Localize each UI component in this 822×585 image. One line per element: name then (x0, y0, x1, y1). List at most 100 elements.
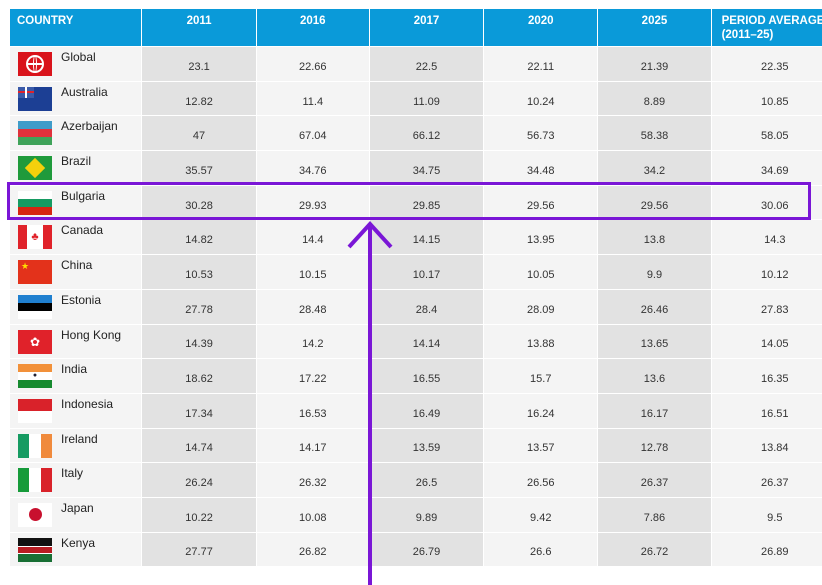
value-2016: 10.08 (256, 497, 369, 532)
value-period-average: 26.89 (711, 532, 822, 567)
value-2017: 10.17 (369, 255, 484, 289)
value-2017: 66.12 (369, 116, 484, 151)
value-2020: 13.95 (484, 220, 598, 255)
value-2025: 13.65 (598, 324, 711, 359)
country-name: Canada (61, 223, 104, 238)
country-name: Azerbaijan (61, 119, 118, 134)
value-2016: 34.76 (256, 151, 369, 185)
value-2011: 10.53 (142, 255, 256, 289)
value-2016: 22.66 (256, 47, 369, 81)
country-name: Japan (61, 500, 94, 515)
table-row-indonesia: Indonesia 17.34 16.53 16.49 16.24 16.17 16.51 (10, 393, 822, 428)
country-cell: ● India (10, 359, 142, 393)
table-row-kenya: Kenya 27.77 26.82 26.79 26.6 26.72 26.89 (10, 532, 822, 567)
value-2011: 14.74 (142, 428, 256, 463)
country-cell: Ireland (10, 428, 142, 463)
table-row-estonia: Estonia 27.78 28.48 28.4 28.09 26.46 27.83 (10, 289, 822, 324)
value-2016: 26.82 (256, 532, 369, 567)
value-2017: 28.4 (369, 289, 484, 324)
header-country: COUNTRY (10, 9, 142, 46)
value-2016: 11.4 (256, 81, 369, 116)
value-2011: 23.1 (142, 47, 256, 81)
country-name: Italy (61, 466, 84, 481)
table-row-bulgaria: Bulgaria 30.28 29.93 29.85 29.56 29.56 30.06 (10, 185, 822, 220)
country-name: Kenya (61, 535, 96, 550)
table-row-azerbaijan: Azerbaijan 47 67.04 66.12 56.73 58.38 58.05 (10, 116, 822, 151)
value-2017: 26.5 (369, 463, 484, 497)
brazil-flag-icon (18, 156, 52, 181)
value-2025: 29.56 (598, 185, 711, 220)
country-cell: Bulgaria (10, 185, 142, 220)
country-cell: Italy (10, 463, 142, 497)
country-cell: Brazil (10, 151, 142, 185)
value-period-average: 16.51 (711, 393, 822, 428)
country-name: Bulgaria (61, 188, 106, 203)
value-2016: 10.15 (256, 255, 369, 289)
value-2011: 27.78 (142, 289, 256, 324)
table-row-italy: Italy 26.24 26.32 26.5 26.56 26.37 26.37 (10, 463, 822, 497)
country-cell: Estonia (10, 289, 142, 324)
value-2020: 26.6 (484, 532, 598, 567)
value-2011: 35.57 (142, 151, 256, 185)
value-2025: 34.2 (598, 151, 711, 185)
value-2016: 29.93 (256, 185, 369, 220)
country-cell: ✿ Hong Kong (10, 324, 142, 359)
table-row-canada: ♣ Canada 14.82 14.4 14.15 13.95 13.8 14.3 (10, 220, 822, 255)
value-2011: 27.77 (142, 532, 256, 567)
value-2011: 14.82 (142, 220, 256, 255)
header-2011: 2011 (142, 9, 256, 46)
value-2020: 26.56 (484, 463, 598, 497)
kenya-flag-icon (18, 537, 52, 562)
value-2020: 22.11 (484, 47, 598, 81)
header-2020: 2020 (484, 9, 598, 46)
value-period-average: 10.12 (711, 255, 822, 289)
value-period-average: 34.69 (711, 151, 822, 185)
value-2017: 16.49 (369, 393, 484, 428)
header-2025: 2025 (598, 9, 711, 46)
table-row-global: Global 23.1 22.66 22.5 22.11 21.39 22.35 (10, 47, 822, 81)
value-2020: 10.24 (484, 81, 598, 116)
table-row-china: ★ China 10.53 10.15 10.17 10.05 9.9 10.12 (10, 255, 822, 289)
value-2016: 14.17 (256, 428, 369, 463)
header-2017: 2017 (369, 9, 484, 46)
globe-icon (18, 52, 52, 76)
value-2025: 16.17 (598, 393, 711, 428)
country-name: Ireland (61, 431, 98, 446)
value-2025: 13.6 (598, 359, 711, 393)
country-cell: ♣ Canada (10, 220, 142, 255)
value-2011: 30.28 (142, 185, 256, 220)
country-name: Hong Kong (61, 327, 122, 342)
table-row-hong-kong: ✿ Hong Kong 14.39 14.2 14.14 13.88 13.65 14.05 (10, 324, 822, 359)
value-2017: 22.5 (369, 47, 484, 81)
value-2025: 9.9 (598, 255, 711, 289)
value-2011: 18.62 (142, 359, 256, 393)
value-period-average: 58.05 (711, 116, 822, 151)
value-2011: 10.22 (142, 497, 256, 532)
table-row-australia: Australia 12.82 11.4 11.09 10.24 8.89 10.85 (10, 81, 822, 116)
value-2017: 29.85 (369, 185, 484, 220)
country-data-table: COUNTRY 2011 2016 2017 2020 2025 PERIOD … (9, 8, 822, 567)
value-2017: 26.79 (369, 532, 484, 567)
value-2025: 26.46 (598, 289, 711, 324)
country-cell: Azerbaijan (10, 116, 142, 151)
country-name: India (61, 362, 88, 377)
country-cell: Kenya (10, 532, 142, 567)
header-2016: 2016 (256, 9, 369, 46)
value-2025: 13.8 (598, 220, 711, 255)
value-2020: 10.05 (484, 255, 598, 289)
ireland-flag-icon (18, 433, 52, 458)
hong-kong-flag-icon: ✿ (18, 329, 52, 354)
country-cell: ★ China (10, 255, 142, 289)
value-2017: 14.15 (369, 220, 484, 255)
value-period-average: 14.3 (711, 220, 822, 255)
country-name: Indonesia (61, 396, 114, 411)
bulgaria-flag-icon (18, 190, 52, 215)
value-period-average: 14.05 (711, 324, 822, 359)
value-2020: 56.73 (484, 116, 598, 151)
value-period-average: 27.83 (711, 289, 822, 324)
value-2025: 21.39 (598, 47, 711, 81)
country-name: China (61, 258, 93, 273)
value-period-average: 10.85 (711, 81, 822, 116)
highlight-box (7, 182, 811, 220)
value-2025: 26.72 (598, 532, 711, 567)
